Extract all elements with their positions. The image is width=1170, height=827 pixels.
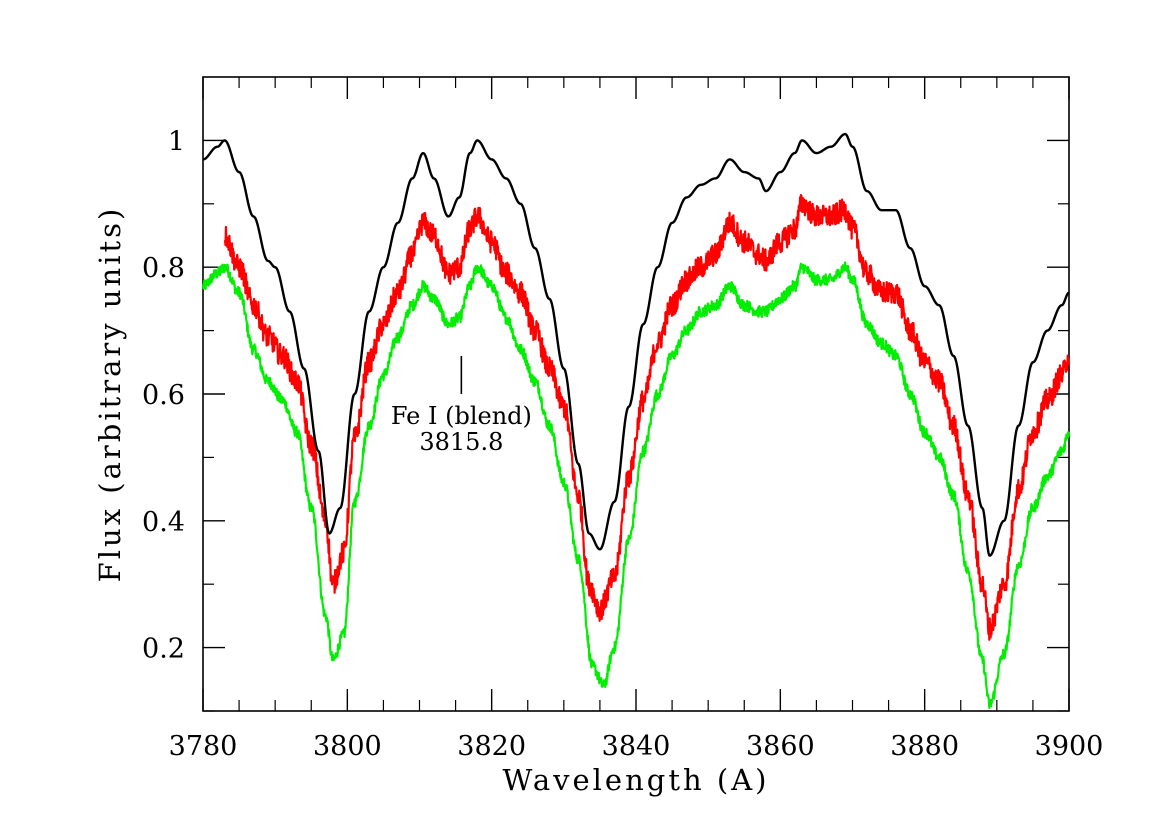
annotation-wavelength: 3815.8 xyxy=(419,428,503,456)
annotation-group: Fe I (blend) 3815.8 xyxy=(391,355,532,456)
y-tick-label: 0.2 xyxy=(142,634,185,665)
x-axis-label: Wavelength (A) xyxy=(503,763,770,797)
y-tick-label: 1 xyxy=(168,126,185,157)
x-tick-label: 3800 xyxy=(313,731,382,762)
annotation-label: Fe I (blend) xyxy=(391,402,532,430)
x-tick-label: 3820 xyxy=(457,731,526,762)
series-line-red xyxy=(223,194,1071,641)
data-series xyxy=(201,132,1071,709)
x-tick-label: 3840 xyxy=(602,731,671,762)
y-tick-label: 0.4 xyxy=(142,507,185,538)
series-line-green xyxy=(201,261,1071,709)
y-axis-label: Flux (arbitrary units) xyxy=(93,206,127,583)
x-tick-label: 3900 xyxy=(1035,731,1104,762)
x-tick-label: 3780 xyxy=(169,731,238,762)
x-tick-label: 3860 xyxy=(746,731,815,762)
plot-frame xyxy=(202,76,1070,712)
axis-ticks: 3780 3800 3820 3840 3860 3880 3900 0.2 0.4 0.6 0.8… xyxy=(142,77,1103,762)
series-line-black xyxy=(202,132,1070,557)
y-tick-label: 0.6 xyxy=(142,380,185,411)
y-tick-label: 0.8 xyxy=(142,253,185,284)
x-tick-label: 3880 xyxy=(890,731,959,762)
